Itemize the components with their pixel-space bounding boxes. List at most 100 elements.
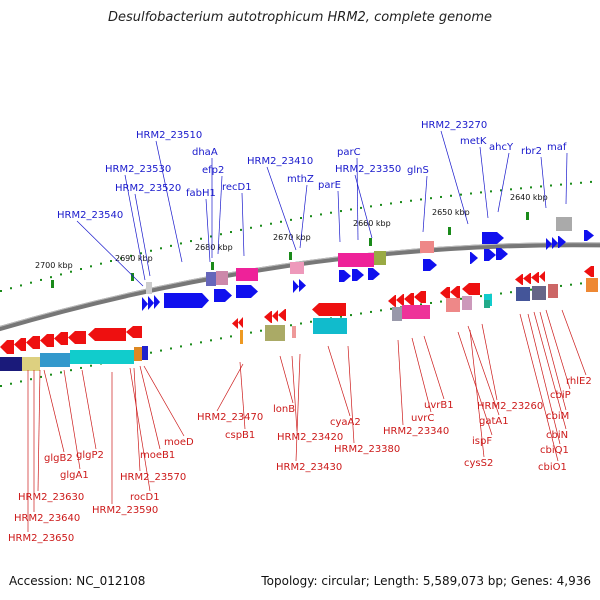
lower-gene-label: HRM2_23650	[8, 533, 74, 544]
forward-gene-arrow	[482, 232, 504, 244]
cog-feature-box	[146, 282, 152, 294]
upper-leader-line	[337, 190, 341, 243]
dotted-scale-lines	[0, 180, 592, 387]
scale-tick-label: 2640 kbp	[510, 193, 548, 202]
reverse-gene-arrow	[272, 310, 278, 322]
scale-dot	[530, 186, 532, 189]
lower-gene-label: HRM2_23470	[197, 412, 263, 423]
scale-dot	[360, 312, 362, 315]
lower-gene-label: cbiP	[550, 390, 571, 401]
reverse-gene-arrow	[232, 318, 238, 329]
scale-dot	[230, 335, 232, 338]
scale-dot	[480, 295, 482, 298]
reverse-gene-arrow	[264, 311, 272, 323]
lower-gene-label: HRM2_23640	[14, 513, 80, 524]
lower-gene-label: cysS2	[464, 458, 493, 469]
scale-tick-mark	[211, 262, 214, 270]
forward-gene-arrow	[352, 269, 364, 281]
scale-dot	[130, 254, 132, 257]
scale-tick-mark	[526, 212, 529, 220]
scale-dot	[250, 331, 252, 334]
lower-leader-line	[527, 313, 561, 445]
lower-gene-label: glgP2	[76, 450, 104, 461]
scale-dot	[400, 201, 402, 204]
lower-gene-label: uvrB1	[424, 400, 454, 411]
scale-tick-mark	[369, 238, 372, 246]
scale-dot	[300, 217, 302, 219]
upper-leader-line	[76, 220, 144, 287]
scale-dot	[590, 180, 592, 183]
scale-tick-label: 2690 kbp	[115, 254, 153, 263]
cog-feature-box	[374, 251, 386, 265]
reverse-gene-arrow	[539, 271, 545, 282]
scale-dot	[190, 343, 192, 346]
upper-leader-line	[497, 152, 510, 213]
upper-gene-label: HRM2_23520	[115, 183, 181, 194]
upper-leader-line	[440, 130, 469, 225]
scale-tick-label: 2650 kbp	[432, 208, 470, 217]
lower-leader-line	[327, 345, 351, 417]
forward-gene-arrow	[496, 248, 508, 260]
forward-gene-arrow	[470, 252, 478, 264]
scale-dot	[380, 309, 382, 312]
lower-leader-line	[37, 369, 41, 492]
upper-leader-line	[479, 146, 489, 219]
scale-dot	[50, 373, 52, 376]
cog-feature-box	[22, 357, 40, 371]
lower-leader-line	[347, 345, 355, 444]
lower-gene-label: HRM2_23630	[18, 492, 84, 503]
scale-dot	[290, 218, 292, 221]
scale-dot	[500, 189, 502, 192]
reverse-gene-arrow	[414, 291, 426, 303]
cog-feature-box	[420, 241, 434, 253]
reverse-gene-arrow	[88, 328, 126, 341]
upper-gene-label: HRM2_23350	[335, 164, 401, 175]
lower-leader-line	[533, 311, 567, 430]
lower-leader-line	[81, 369, 97, 450]
scale-dot	[580, 282, 582, 285]
scale-dot	[530, 288, 532, 291]
scale-dot	[430, 197, 432, 200]
scale-dot	[150, 249, 152, 252]
lower-gene-label: HRM2_23260	[477, 401, 543, 412]
forward-gene-arrow	[546, 238, 552, 250]
scale-dot	[170, 347, 172, 350]
scale-dot	[30, 281, 32, 284]
upper-leader-line	[565, 152, 568, 205]
lower-leader-line	[291, 355, 298, 432]
scale-dot	[120, 257, 122, 260]
upper-gene-label: parE	[318, 180, 341, 191]
genome-backbone-highlight	[0, 242, 600, 328]
scale-dot	[240, 228, 242, 231]
cog-feature-box	[216, 271, 228, 285]
cog-feature-box	[484, 300, 490, 308]
scale-dot	[200, 237, 202, 240]
scale-dot	[200, 341, 202, 344]
scale-dot	[350, 208, 352, 211]
lower-leader-line	[423, 335, 445, 400]
cog-feature-box	[556, 217, 572, 231]
forward-gene-arrow	[214, 289, 232, 302]
scale-dot	[340, 210, 342, 213]
forward-gene-arrow	[552, 237, 558, 249]
genome-info-text: Topology: circular; Length: 5,589,073 bp…	[261, 574, 591, 588]
reverse-gene-arrow	[68, 331, 86, 344]
scale-dot	[380, 203, 382, 206]
reverse-gene-arrow	[440, 287, 450, 299]
lower-gene-label: HRM2_23570	[120, 472, 186, 483]
upper-gene-label: maf	[547, 142, 567, 153]
scale-dot	[470, 192, 472, 195]
scale-dot	[390, 307, 392, 310]
lower-leader-line	[481, 323, 498, 401]
upper-gene-label: glnS	[407, 165, 429, 176]
scale-dot	[60, 273, 62, 276]
scale-dot	[210, 235, 212, 238]
upper-gene-label: recD1	[222, 182, 252, 193]
reverse-gene-arrow	[312, 303, 346, 316]
cog-feature-box	[462, 296, 472, 310]
feature-layer	[0, 217, 598, 371]
scale-dot	[110, 260, 112, 263]
scale-dot	[500, 292, 502, 295]
lower-gene-label: HRM2_23380	[334, 444, 400, 455]
lower-leader-line	[519, 313, 559, 462]
